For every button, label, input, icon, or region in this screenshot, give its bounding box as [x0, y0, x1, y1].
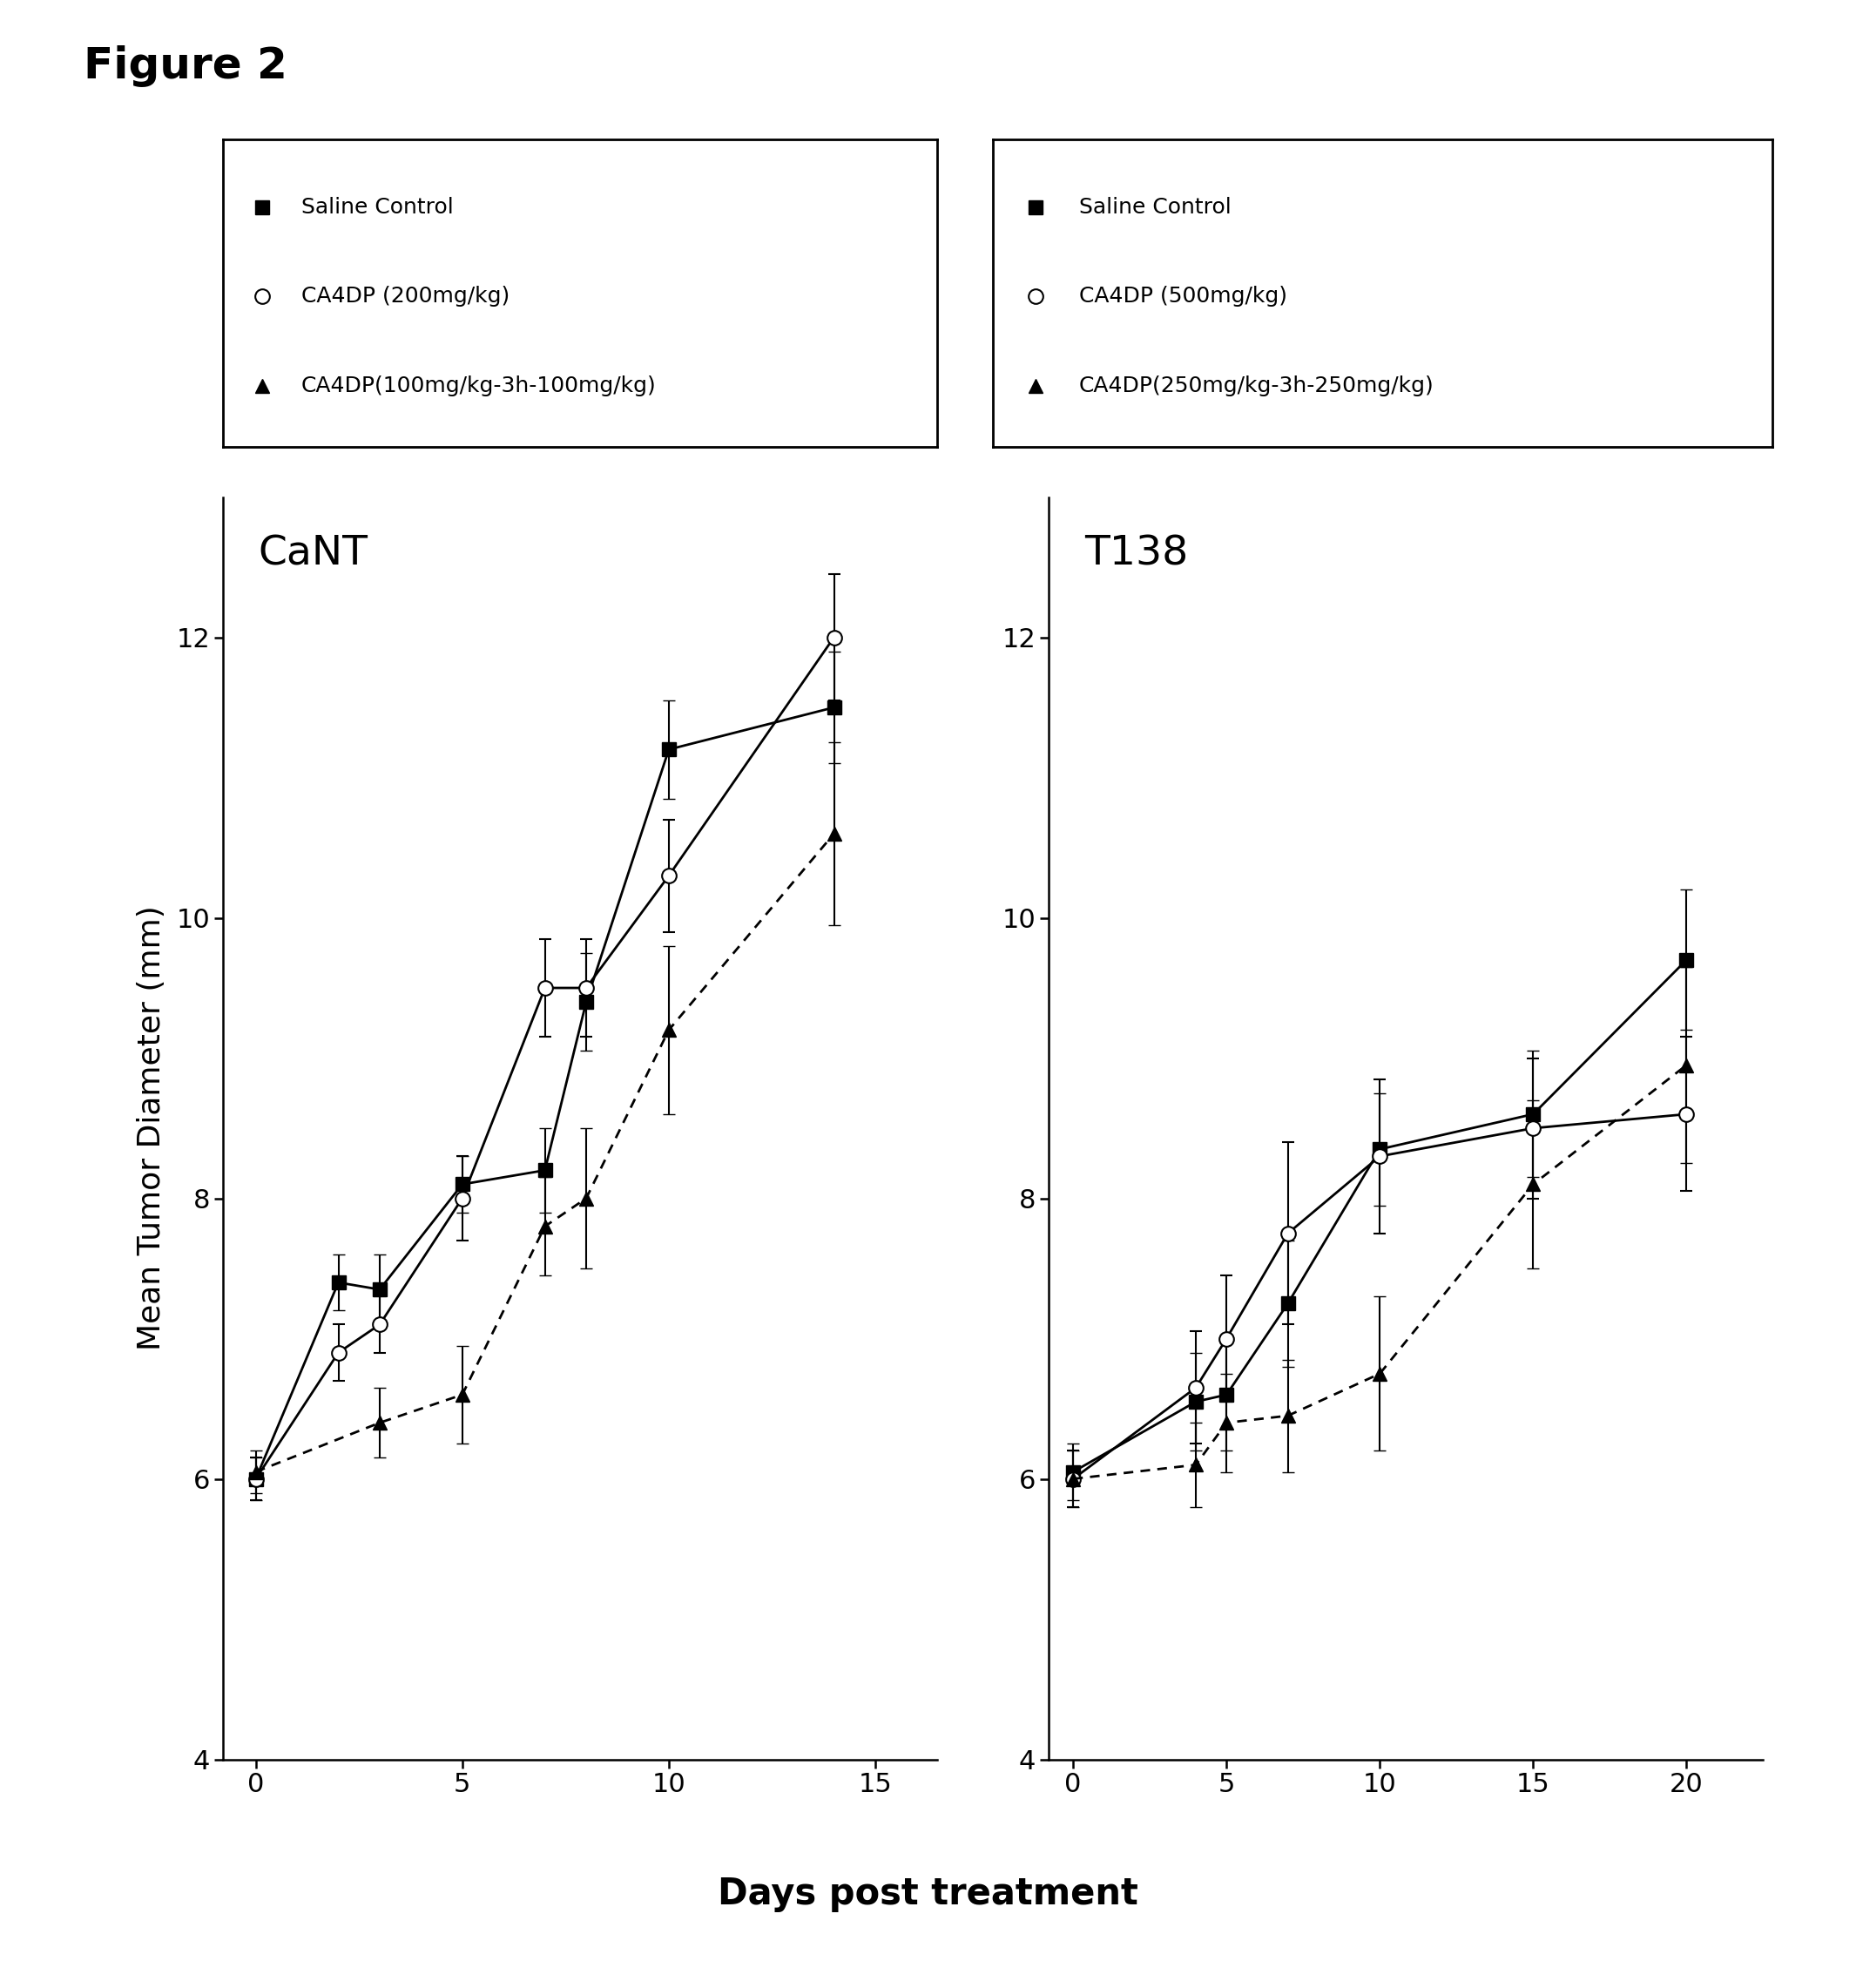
Text: CaNT: CaNT [258, 535, 367, 575]
Text: CA4DP (200mg/kg): CA4DP (200mg/kg) [301, 286, 510, 306]
Text: Saline Control: Saline Control [1078, 197, 1231, 217]
Text: CA4DP (500mg/kg): CA4DP (500mg/kg) [1078, 286, 1286, 306]
Text: CA4DP(100mg/kg-3h-100mg/kg): CA4DP(100mg/kg-3h-100mg/kg) [301, 376, 657, 396]
Text: T138: T138 [1084, 535, 1188, 575]
Y-axis label: Mean Tumor Diameter (mm): Mean Tumor Diameter (mm) [137, 907, 167, 1350]
Text: CA4DP(250mg/kg-3h-250mg/kg): CA4DP(250mg/kg-3h-250mg/kg) [1078, 376, 1435, 396]
Text: Figure 2: Figure 2 [84, 46, 288, 87]
Text: Days post treatment: Days post treatment [718, 1877, 1138, 1912]
Text: Saline Control: Saline Control [301, 197, 453, 217]
